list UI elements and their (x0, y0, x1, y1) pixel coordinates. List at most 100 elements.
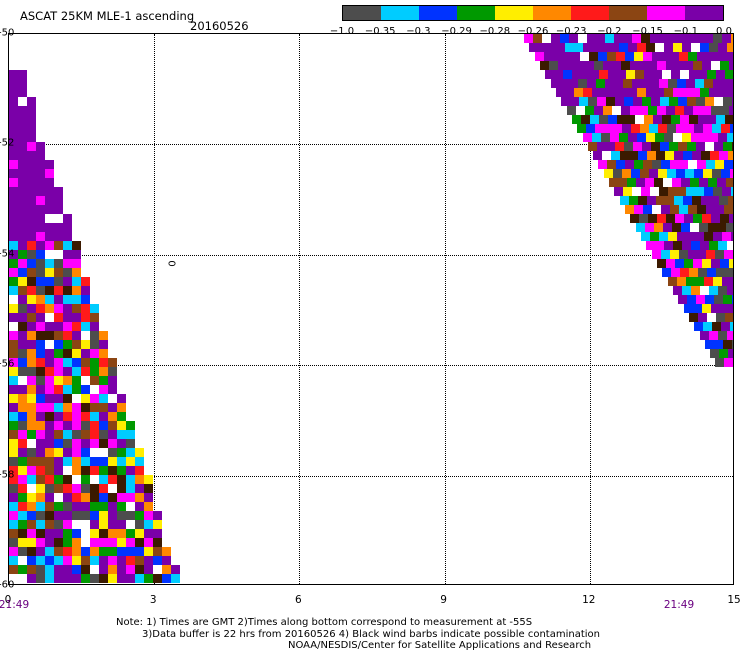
data-cell (647, 196, 656, 205)
data-cell (18, 304, 27, 313)
data-cell (645, 223, 654, 232)
data-cell (54, 574, 63, 583)
data-cell (54, 529, 63, 538)
data-cell (126, 511, 135, 520)
data-cell (36, 565, 45, 574)
data-cell (18, 187, 27, 196)
data-cell (135, 448, 144, 457)
data-cell (598, 52, 607, 61)
data-cell (9, 484, 18, 493)
data-cell (18, 124, 27, 133)
data-cell (18, 268, 27, 277)
data-cell (716, 115, 725, 124)
data-cell (666, 106, 675, 115)
data-cell (594, 106, 603, 115)
data-cell (153, 556, 162, 565)
data-cell (673, 88, 682, 97)
y-tick-label: -58 (0, 469, 14, 480)
data-cell (572, 70, 581, 79)
data-cell (659, 34, 668, 43)
data-cell (691, 88, 700, 97)
data-cell (90, 313, 99, 322)
data-cell (72, 502, 81, 511)
data-cell (694, 169, 703, 178)
data-cell (614, 34, 623, 43)
data-cell (63, 457, 72, 466)
data-cell (27, 394, 36, 403)
data-cell (551, 34, 560, 43)
data-cell (45, 511, 54, 520)
data-cell (36, 385, 45, 394)
data-cell (81, 358, 90, 367)
colorbar-swatch (533, 6, 571, 20)
data-cell (556, 43, 565, 52)
data-cell (45, 376, 54, 385)
data-cell (36, 367, 45, 376)
data-cell (615, 97, 624, 106)
data-cell (90, 448, 99, 457)
data-cell (45, 205, 54, 214)
data-cell (628, 43, 637, 52)
data-cell (9, 403, 18, 412)
data-cell (45, 223, 54, 232)
data-cell (54, 439, 63, 448)
data-cell (9, 349, 18, 358)
data-cell (63, 313, 72, 322)
data-cell (72, 349, 81, 358)
data-cell (63, 232, 72, 241)
data-cell (45, 457, 54, 466)
data-cell (729, 259, 734, 268)
data-cell (702, 214, 711, 223)
data-cell (27, 178, 36, 187)
data-cell (54, 331, 63, 340)
data-cell (18, 457, 27, 466)
data-cell (18, 277, 27, 286)
data-cell (27, 565, 36, 574)
data-cell (621, 61, 630, 70)
data-cell (36, 358, 45, 367)
data-cell (81, 322, 90, 331)
data-cell (682, 133, 691, 142)
data-cell (686, 277, 695, 286)
data-cell (636, 178, 645, 187)
data-cell (36, 322, 45, 331)
data-cell (706, 160, 715, 169)
data-cell (72, 466, 81, 475)
data-cell (45, 268, 54, 277)
data-cell (45, 574, 54, 583)
data-cell (535, 52, 544, 61)
data-cell (45, 286, 54, 295)
data-cell (9, 88, 18, 97)
data-cell (27, 385, 36, 394)
data-cell (144, 502, 153, 511)
data-cell (135, 502, 144, 511)
data-cell (706, 250, 715, 259)
data-cell (153, 520, 162, 529)
data-cell (700, 133, 709, 142)
data-cell (108, 502, 117, 511)
data-cell (63, 430, 72, 439)
data-cell (617, 70, 626, 79)
data-cell (45, 169, 54, 178)
data-cell (36, 538, 45, 547)
data-cell (18, 529, 27, 538)
data-cell (126, 475, 135, 484)
data-cell (679, 160, 688, 169)
data-cell (171, 565, 180, 574)
data-cell (634, 205, 643, 214)
data-cell (724, 52, 733, 61)
data-cell (665, 151, 674, 160)
data-cell (668, 79, 677, 88)
data-cell (554, 70, 563, 79)
data-cell (728, 151, 734, 160)
data-cell (27, 439, 36, 448)
data-cell (9, 304, 18, 313)
data-cell (583, 43, 592, 52)
data-cell (9, 214, 18, 223)
data-cell (562, 52, 571, 61)
data-cell (693, 106, 702, 115)
data-cell (18, 412, 27, 421)
data-cell (54, 241, 63, 250)
data-cell (627, 178, 636, 187)
data-cell (646, 43, 655, 52)
